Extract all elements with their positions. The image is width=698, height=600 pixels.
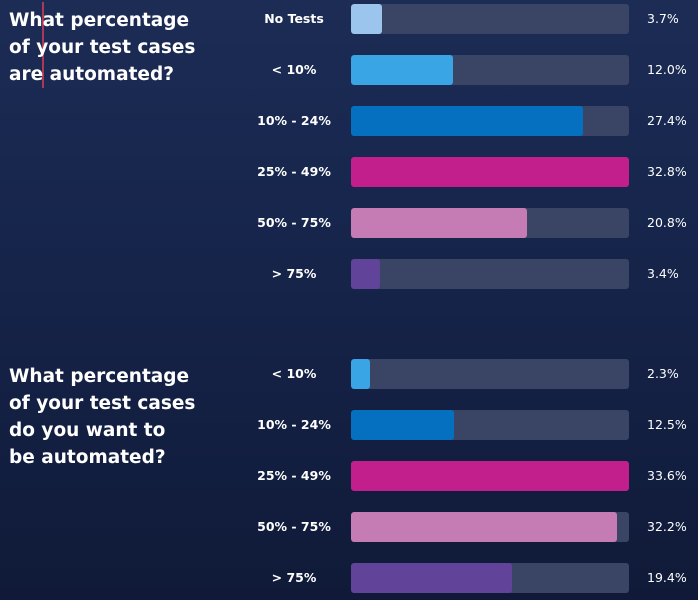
bar-fill (351, 208, 528, 238)
bar-track (351, 563, 629, 593)
value-label: 12.5% (647, 417, 687, 432)
bar-fill (351, 4, 383, 34)
value-label: 3.4% (647, 266, 679, 281)
category-label: 50% - 75% (257, 215, 331, 230)
question-title-line: What percentage (9, 10, 190, 31)
category-label: < 10% (271, 366, 317, 381)
value-label: 2.3% (647, 366, 679, 381)
value-label: 32.8% (647, 164, 687, 179)
value-label: 19.4% (647, 570, 687, 585)
value-label: 32.2% (647, 519, 687, 534)
bar-track (351, 4, 629, 34)
bar-fill (351, 461, 629, 491)
bar-track (351, 208, 629, 238)
question-title-2: What percentage of your test cases do you … (9, 363, 239, 471)
value-label: 3.7% (647, 11, 679, 26)
value-label: 33.6% (647, 468, 687, 483)
category-label: No Tests (264, 11, 324, 26)
bar-track (351, 157, 629, 187)
bar-fill (351, 563, 512, 593)
question-title-line: do you want to (9, 420, 166, 441)
category-label: < 10% (271, 62, 317, 77)
category-label: 10% - 24% (257, 417, 331, 432)
bar-fill (351, 259, 380, 289)
question-title-1: What percentage of your test cases are aut… (9, 7, 239, 88)
value-label: 27.4% (647, 113, 687, 128)
bar-track (351, 359, 629, 389)
bar-fill (351, 410, 455, 440)
category-label: 25% - 49% (257, 468, 331, 483)
bar-fill (351, 55, 453, 85)
bar-fill (351, 512, 618, 542)
question-title-line: What percentage (9, 366, 190, 387)
bar-track (351, 259, 629, 289)
bar-track (351, 461, 629, 491)
question-title-line: of your test cases (9, 393, 196, 414)
bar-fill (351, 157, 629, 187)
category-label: > 75% (271, 570, 317, 585)
category-label: > 75% (271, 266, 317, 281)
question-title-line: of your test cases (9, 37, 196, 58)
bar-track (351, 410, 629, 440)
bar-track (351, 512, 629, 542)
bar-track (351, 55, 629, 85)
bar-track (351, 106, 629, 136)
bar-fill (351, 359, 370, 389)
question-title-line: are automated? (9, 64, 174, 85)
bar-fill (351, 106, 584, 136)
category-label: 25% - 49% (257, 164, 331, 179)
value-label: 12.0% (647, 62, 687, 77)
value-label: 20.8% (647, 215, 687, 230)
category-label: 10% - 24% (257, 113, 331, 128)
text-cursor-mark (42, 2, 44, 88)
category-label: 50% - 75% (257, 519, 331, 534)
question-title-line: be automated? (9, 447, 166, 468)
